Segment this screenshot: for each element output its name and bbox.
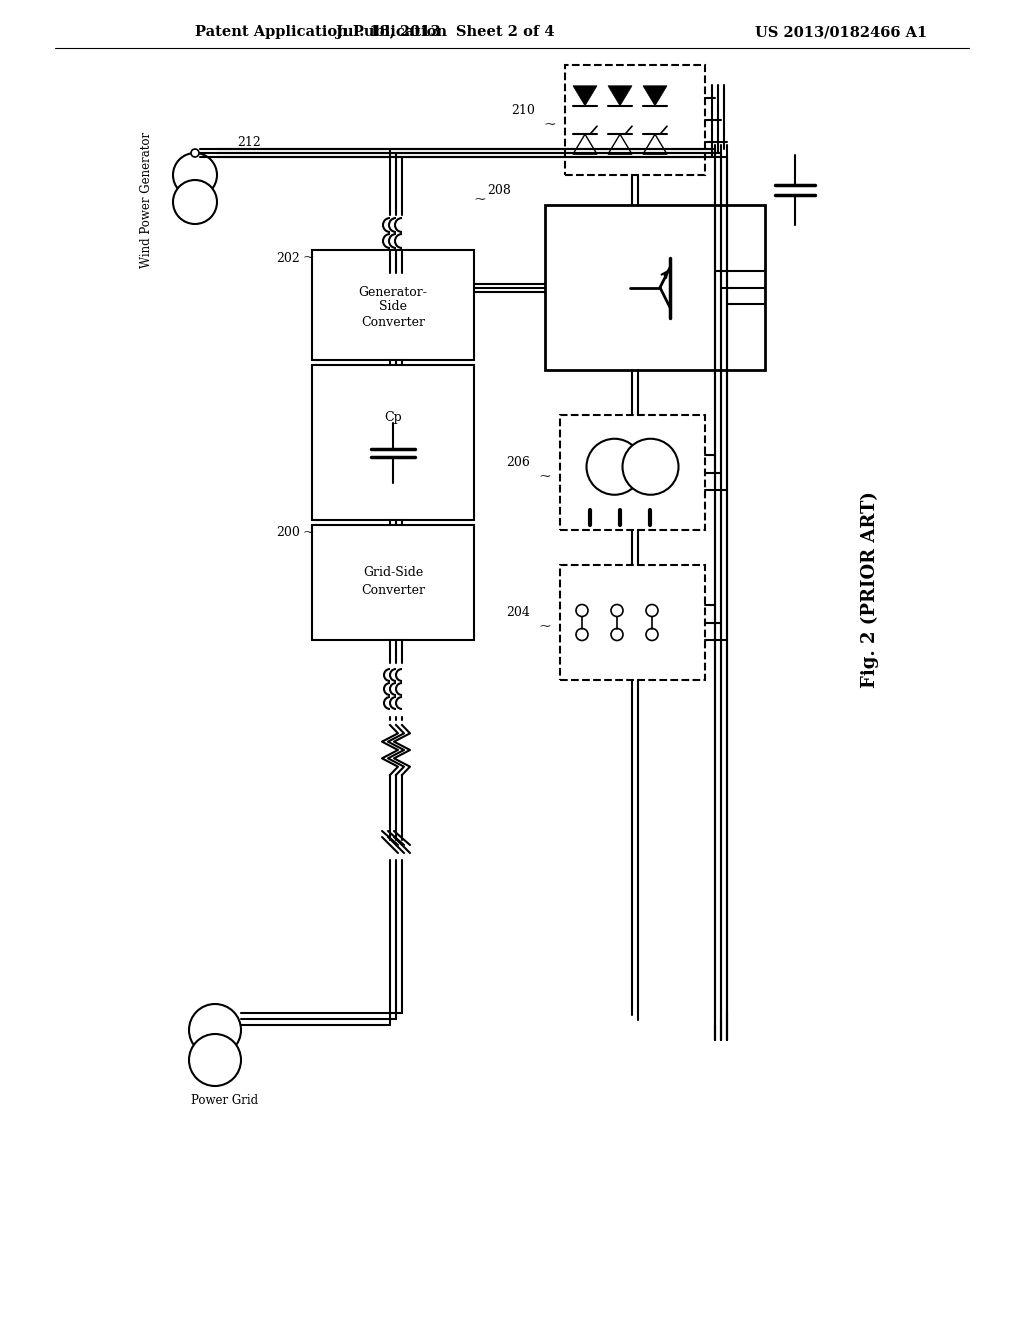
Text: ~: ~ <box>302 525 313 540</box>
Text: 200: 200 <box>276 527 300 540</box>
Circle shape <box>587 438 642 495</box>
Polygon shape <box>608 86 632 106</box>
Text: 204: 204 <box>506 606 530 619</box>
Text: Jul. 18, 2013   Sheet 2 of 4: Jul. 18, 2013 Sheet 2 of 4 <box>336 25 554 40</box>
Bar <box>565 65 705 176</box>
Circle shape <box>189 1034 241 1086</box>
Bar <box>312 249 474 360</box>
Text: Power Grid: Power Grid <box>191 1094 259 1107</box>
Bar <box>312 366 474 520</box>
Circle shape <box>173 153 217 197</box>
Text: 206: 206 <box>506 455 530 469</box>
Text: ~: ~ <box>302 251 313 265</box>
Text: ~: ~ <box>544 117 556 132</box>
Circle shape <box>646 605 658 616</box>
Text: Patent Application Publication: Patent Application Publication <box>195 25 447 40</box>
Text: Fig. 2 (PRIOR ART): Fig. 2 (PRIOR ART) <box>861 491 880 689</box>
Polygon shape <box>573 86 597 106</box>
Text: Side: Side <box>379 301 407 314</box>
Text: ~: ~ <box>539 620 551 635</box>
Circle shape <box>575 628 588 640</box>
Polygon shape <box>643 86 667 106</box>
Circle shape <box>611 605 623 616</box>
Circle shape <box>623 438 679 495</box>
Text: Wind Power Generator: Wind Power Generator <box>140 132 154 268</box>
Text: ~: ~ <box>539 470 551 484</box>
Text: Grid-Side: Grid-Side <box>362 566 423 579</box>
Bar <box>545 205 765 370</box>
Circle shape <box>575 605 588 616</box>
Bar <box>312 525 474 640</box>
Text: Converter: Converter <box>361 315 425 329</box>
Circle shape <box>611 628 623 640</box>
Text: Cp: Cp <box>384 411 401 424</box>
Text: 202: 202 <box>276 252 300 264</box>
Bar <box>560 414 705 531</box>
Circle shape <box>191 149 199 157</box>
Text: 210: 210 <box>511 103 535 116</box>
Text: 212: 212 <box>237 136 261 149</box>
Text: Converter: Converter <box>361 583 425 597</box>
Circle shape <box>173 180 217 224</box>
Circle shape <box>646 628 658 640</box>
Text: Generator-: Generator- <box>358 286 427 300</box>
Text: US 2013/0182466 A1: US 2013/0182466 A1 <box>755 25 928 40</box>
Bar <box>560 565 705 680</box>
Circle shape <box>189 1005 241 1056</box>
Text: 208: 208 <box>487 183 511 197</box>
Text: ~: ~ <box>474 193 486 207</box>
